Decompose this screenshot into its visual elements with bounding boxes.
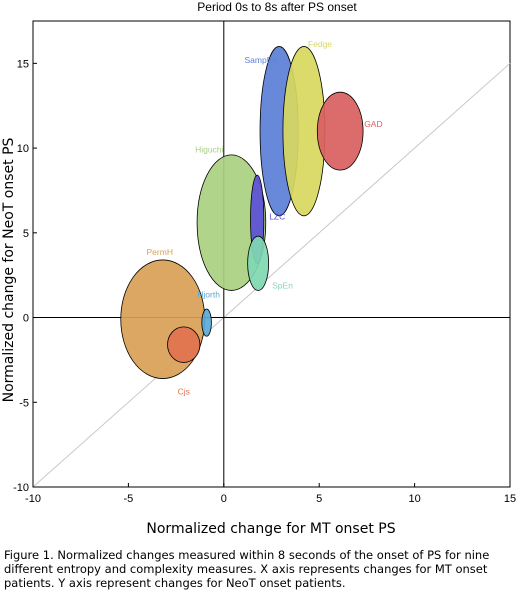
y-tick-label: -10 [13, 482, 29, 494]
x-tick-label: 10 [408, 493, 420, 505]
y-tick-label: 10 [17, 143, 29, 155]
label-higuchi: Higuchi [195, 145, 223, 155]
ellipse-cjs [167, 326, 201, 363]
label-gad: GAD [364, 119, 382, 129]
ellipses-layer [120, 46, 364, 379]
label-lzc: LZC [269, 211, 285, 221]
label-cjs: Cjs [178, 387, 190, 397]
ellipse-labels-layer: PermH Cjs Hjorth Higuchi LZC SpEn SampEn Fedge G… [147, 39, 383, 397]
y-tick-label: 5 [23, 228, 29, 240]
diagonal-line [32, 62, 511, 488]
y-axis-label: Normalized change for NeoT onset PS [1, 138, 17, 403]
label-hjorth: Hjorth [197, 290, 220, 300]
x-tick-label: -5 [124, 493, 134, 505]
y-tick-label: 15 [17, 58, 29, 70]
label-sampen: SampEn [245, 55, 278, 65]
x-tick-label: -10 [25, 493, 41, 505]
ellipse-hjorth [201, 308, 212, 337]
ellipse-spen [247, 235, 270, 291]
x-tick-label: 5 [316, 493, 322, 505]
label-spen: SpEn [272, 280, 293, 290]
x-axis-label: Normalized change for MT onset PS [146, 521, 395, 537]
chart-title: Period 0s to 8s after PS onset [197, 0, 357, 14]
x-tick-label: 0 [221, 493, 227, 505]
label-permh: PermH [147, 247, 173, 257]
label-fedge: Fedge [308, 39, 332, 49]
y-tick-label: 0 [23, 313, 29, 325]
figure-caption: Figure 1. Normalized changes measured wi… [4, 548, 490, 590]
y-tick-label: -5 [19, 397, 29, 409]
axis-ticks-layer: -10 -5 0 5 10 15 -10 -5 0 5 10 15 [13, 58, 516, 505]
ellipse-gad [316, 91, 364, 171]
chart: Period 0s to 8s after PS onset PermH Cjs H… [1, 0, 516, 537]
ellipse-permh [120, 259, 206, 379]
x-tick-label: 15 [504, 493, 516, 505]
